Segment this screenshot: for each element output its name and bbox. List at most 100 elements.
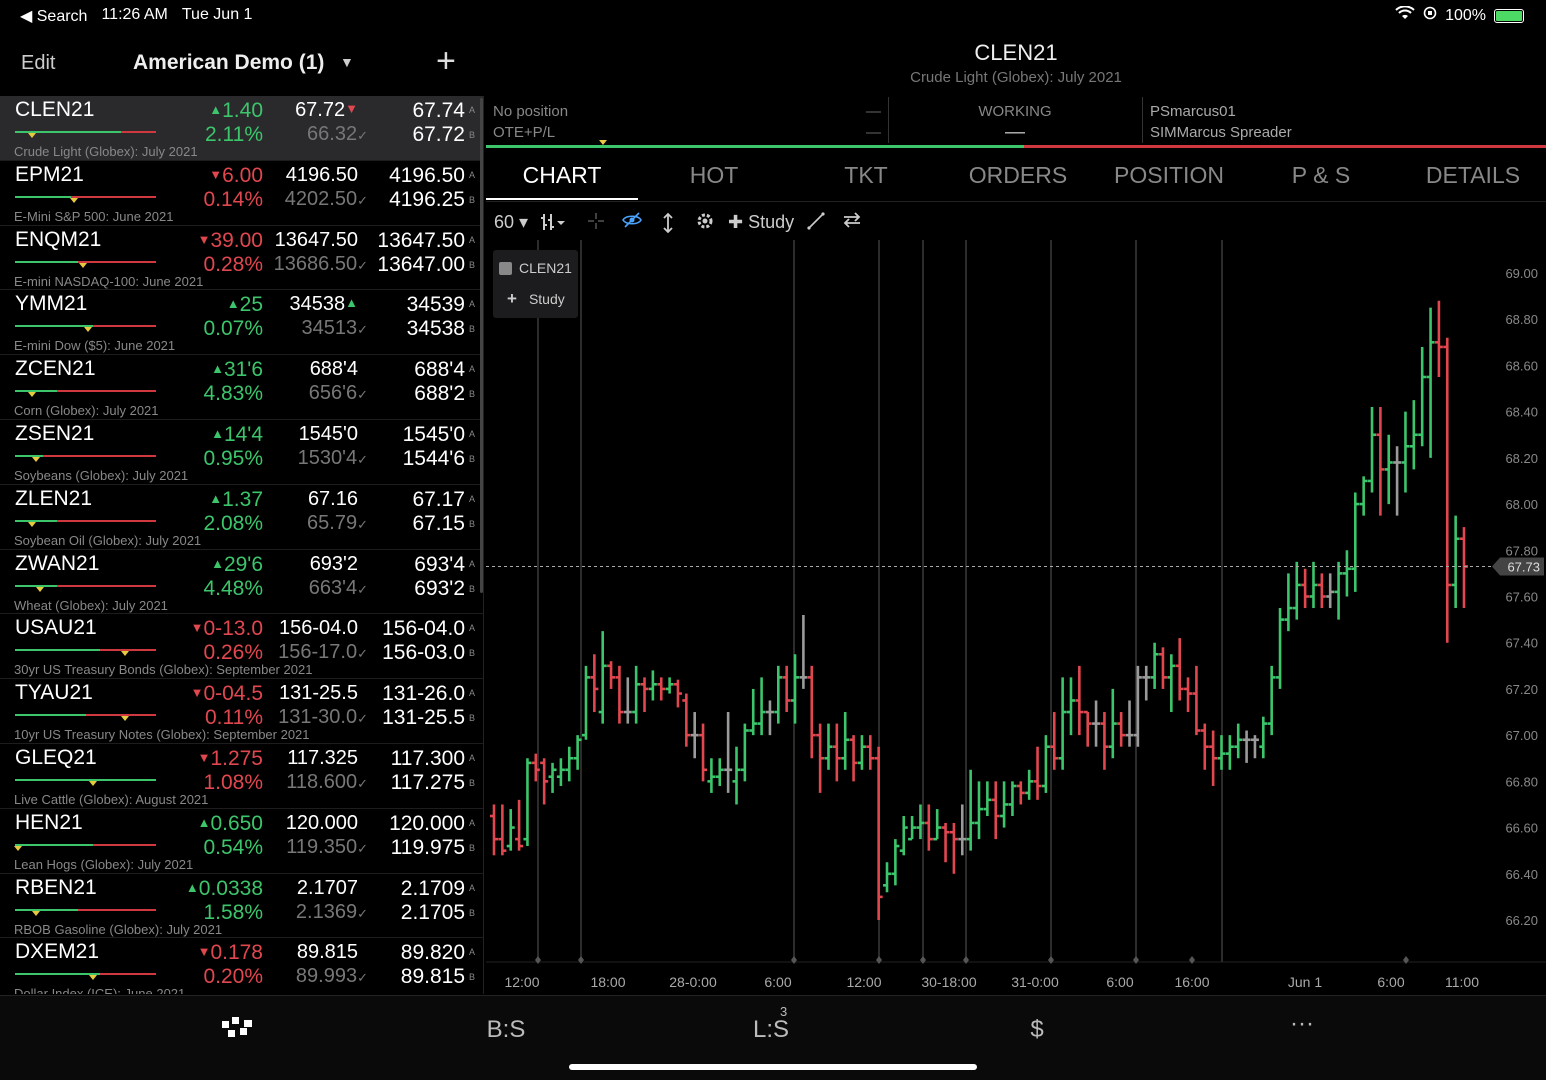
- ohlc-bar[interactable]: [1250, 735, 1259, 759]
- ohlc-bar[interactable]: [1225, 735, 1234, 770]
- legend-add-study[interactable]: + Study: [507, 289, 565, 309]
- ohlc-bar[interactable]: [623, 677, 632, 724]
- ohlc-bar[interactable]: [1284, 573, 1293, 632]
- ohlc-bar[interactable]: [1359, 476, 1368, 516]
- row-bid[interactable]: 13647.00: [377, 252, 465, 276]
- ohlc-bar[interactable]: [799, 614, 808, 689]
- ohlc-bar[interactable]: [1167, 654, 1176, 713]
- ohlc-bar[interactable]: [1301, 568, 1310, 609]
- ohlc-bar[interactable]: [556, 758, 565, 786]
- watchlist-scrollbar[interactable]: [480, 98, 483, 593]
- ohlc-bar[interactable]: [1267, 665, 1276, 736]
- ohlc-bar[interactable]: [924, 804, 933, 851]
- ohlc-bar[interactable]: [1142, 665, 1151, 701]
- ohlc-bar[interactable]: [573, 735, 582, 770]
- add-symbol-button[interactable]: +: [436, 42, 456, 80]
- ohlc-bar[interactable]: [1326, 573, 1335, 609]
- row-ask[interactable]: 2.1709: [400, 876, 465, 900]
- row-bid[interactable]: 688'2: [414, 382, 465, 406]
- ohlc-bar[interactable]: [1242, 730, 1251, 763]
- ohlc-bar[interactable]: [1041, 735, 1050, 793]
- row-ask[interactable]: 34539: [406, 293, 465, 317]
- watchlist-row[interactable]: USAU21 ▼0-13.0 0.26% 156-04.0 156-17.0✓ 156-0…: [0, 614, 483, 680]
- ohlc-bar[interactable]: [841, 712, 850, 770]
- ohlc-bar[interactable]: [933, 809, 942, 841]
- ohlc-bar[interactable]: [1083, 710, 1092, 747]
- watchlist-row[interactable]: HEN21 ▲0.650 0.54% 120.000 119.350✓ 120.000 A 1…: [0, 809, 483, 874]
- ohlc-bar[interactable]: [966, 769, 975, 851]
- ohlc-bar[interactable]: [1393, 446, 1402, 516]
- ohlc-bar[interactable]: [1000, 781, 1009, 828]
- ohlc-bar[interactable]: [531, 753, 540, 782]
- ohlc-bar[interactable]: [1117, 712, 1126, 747]
- ohlc-bar[interactable]: [1008, 781, 1017, 817]
- ohlc-bar[interactable]: [1368, 407, 1377, 493]
- row-bid[interactable]: 67.15: [412, 511, 465, 535]
- ohlc-bar[interactable]: [1200, 723, 1209, 770]
- ohlc-bar[interactable]: [1033, 746, 1042, 800]
- working-orders[interactable]: WORKING —: [890, 101, 1140, 143]
- ohlc-bar[interactable]: [949, 822, 958, 874]
- ohlc-bar[interactable]: [598, 631, 607, 724]
- ohlc-bar[interactable]: [1108, 688, 1117, 759]
- row-ask[interactable]: 89.820: [400, 941, 465, 965]
- row-ask[interactable]: 688'4: [414, 358, 465, 382]
- ohlc-bar[interactable]: [1342, 550, 1351, 597]
- chevron-down-icon[interactable]: ▼: [340, 54, 354, 70]
- watchlist-row[interactable]: DXEM21 ▼0.178 0.20% 89.815 89.993✓ 89.820 A 89.…: [0, 938, 483, 994]
- row-ask[interactable]: 1545'0: [402, 422, 465, 446]
- ohlc-bar[interactable]: [1075, 665, 1084, 736]
- ohlc-bar[interactable]: [1443, 337, 1452, 643]
- row-bid[interactable]: 693'2: [414, 576, 465, 600]
- ohlc-bar[interactable]: [991, 781, 1000, 840]
- ohlc-bar[interactable]: [765, 700, 774, 736]
- row-bid[interactable]: 1544'6: [402, 446, 465, 470]
- ohlc-bar[interactable]: [515, 799, 524, 851]
- edit-button[interactable]: Edit: [21, 52, 56, 74]
- ohlc-bar[interactable]: [1184, 677, 1193, 713]
- watchlist-row[interactable]: RBEN21 ▲0.0338 1.58% 2.1707 2.1369✓ 2.1709 A 2.…: [0, 874, 483, 939]
- vertical-scale-icon[interactable]: [662, 212, 674, 239]
- watchlist-row[interactable]: ZLEN21 ▲1.37 2.08% 67.16 65.79✓ 67.17 A 67.15 B S…: [0, 485, 483, 550]
- ohlc-bar[interactable]: [1175, 638, 1184, 701]
- ohlc-bar[interactable]: [615, 665, 624, 724]
- ohlc-bar[interactable]: [832, 723, 841, 782]
- ohlc-bar[interactable]: [1158, 647, 1167, 689]
- ohlc-bar[interactable]: [1066, 677, 1075, 736]
- ohlc-bar[interactable]: [849, 735, 858, 782]
- ohlc-bar[interactable]: [1334, 561, 1343, 620]
- ohlc-bar[interactable]: [816, 723, 825, 793]
- ohlc-bar[interactable]: [1376, 407, 1385, 516]
- ohlc-bar[interactable]: [581, 665, 590, 740]
- watchlist-row[interactable]: ZSEN21 ▲14'4 0.95% 1545'0 1530'4✓ 1545'0 A 1544…: [0, 420, 483, 485]
- row-bid[interactable]: 156-03.0: [382, 641, 465, 665]
- ohlc-bar[interactable]: [682, 693, 691, 747]
- legend-symbol-row[interactable]: CLEN21: [499, 260, 572, 276]
- row-ask[interactable]: 120.000: [389, 811, 465, 835]
- buys-sells-tab[interactable]: B:S: [486, 1016, 526, 1043]
- ohlc-bar[interactable]: [715, 758, 724, 786]
- watchlist-row[interactable]: TYAU21 ▼0-04.5 0.11% 131-25.5 131-30.0✓ 131-2…: [0, 679, 483, 744]
- ohlc-bar[interactable]: [1259, 716, 1268, 759]
- tab-position[interactable]: POSITION: [1114, 162, 1224, 188]
- ohlc-bar[interactable]: [866, 735, 875, 770]
- ohlc-bar[interactable]: [724, 712, 733, 793]
- watchlist-row[interactable]: CLEN21 ▲1.40 2.11% 67.72▼ 66.32✓ 67.74 A 67.72 B…: [0, 96, 483, 161]
- ohlc-bar[interactable]: [883, 862, 892, 893]
- swap-icon[interactable]: [842, 212, 862, 233]
- ohlc-bar[interactable]: [1058, 677, 1067, 770]
- more-tab[interactable]: ···: [1290, 1010, 1314, 1037]
- row-ask[interactable]: 4196.50: [389, 163, 465, 187]
- draw-line-icon[interactable]: [807, 212, 825, 235]
- ohlc-bar[interactable]: [506, 809, 515, 851]
- ohlc-bar[interactable]: [607, 661, 616, 689]
- ohlc-bar[interactable]: [740, 723, 749, 782]
- ohlc-bar[interactable]: [824, 723, 833, 770]
- ohlc-bar[interactable]: [590, 654, 599, 713]
- ohlc-bar[interactable]: [1125, 700, 1134, 747]
- ohlc-bar[interactable]: [1217, 735, 1226, 770]
- ohlc-bar[interactable]: [1317, 573, 1326, 609]
- ohlc-bar[interactable]: [1209, 730, 1218, 786]
- row-bid[interactable]: 4196.25: [389, 187, 465, 211]
- ohlc-bar[interactable]: [782, 665, 791, 713]
